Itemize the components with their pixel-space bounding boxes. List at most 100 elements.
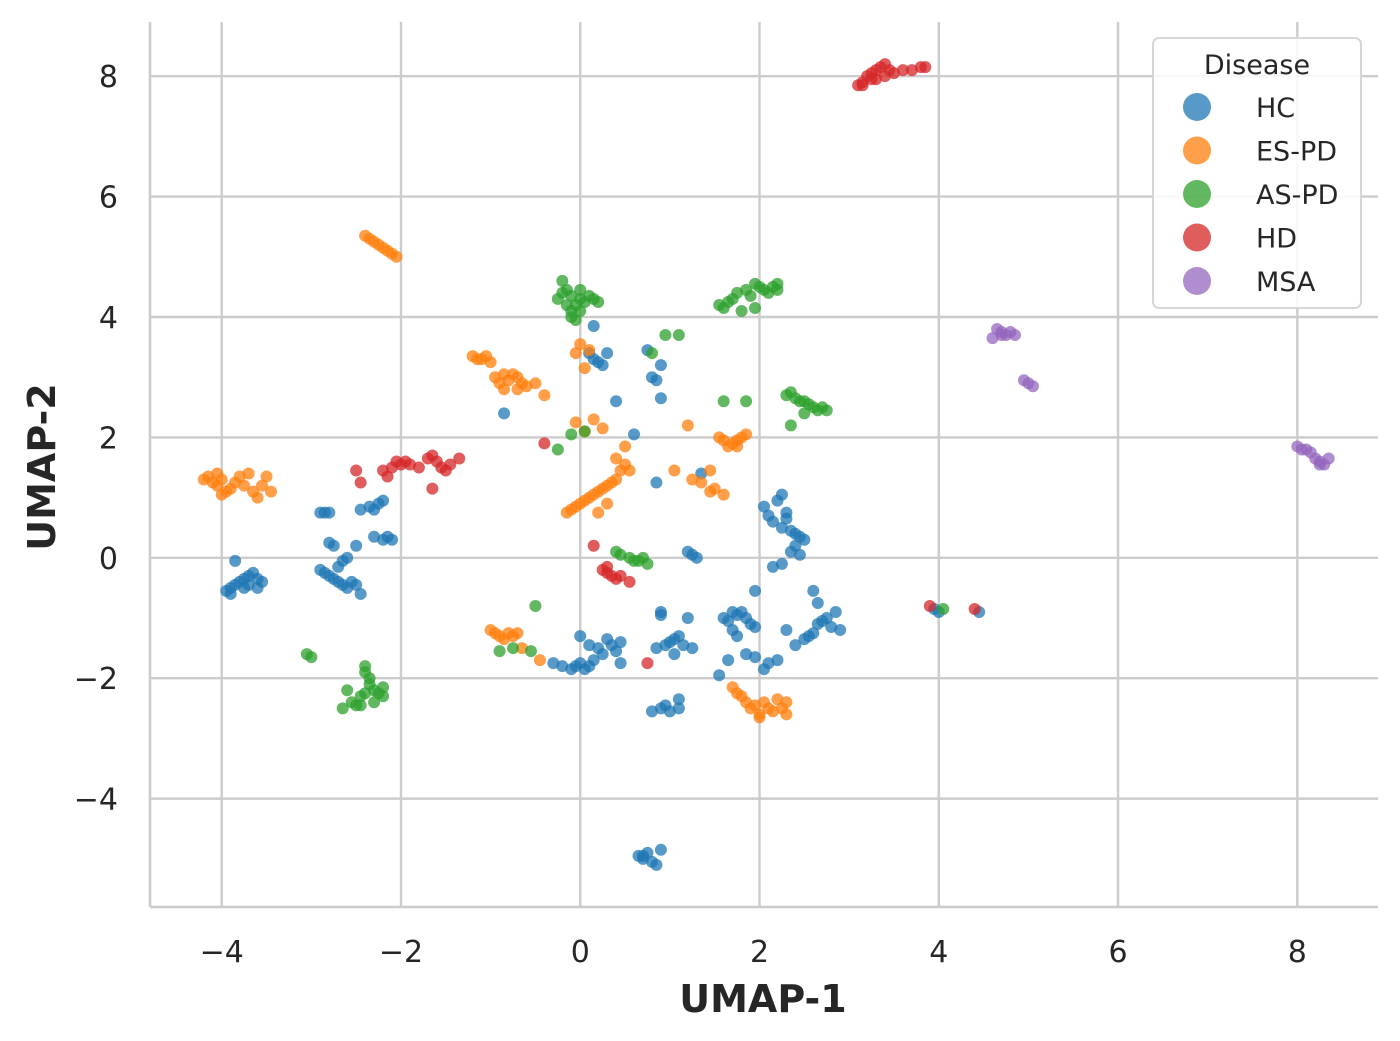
- legend-label-es-pd: ES-PD: [1256, 137, 1337, 168]
- point-as-pd: [359, 660, 372, 673]
- point-es-pd: [596, 422, 609, 435]
- point-hc: [610, 645, 623, 658]
- point-as-pd: [556, 274, 569, 287]
- point-es-pd: [740, 428, 753, 441]
- point-es-pd: [704, 464, 717, 477]
- legend-label-hd: HD: [1256, 224, 1297, 255]
- point-hc: [771, 654, 784, 667]
- point-as-pd: [507, 642, 520, 655]
- legend-marker-es-pd: [1183, 136, 1211, 165]
- point-es-pd: [498, 368, 511, 381]
- point-hc: [587, 320, 600, 333]
- series-as-pd: [300, 274, 950, 715]
- legend-item-as-pd: AS-PD: [1183, 180, 1338, 211]
- point-hc: [775, 488, 788, 501]
- point-as-pd: [368, 696, 381, 709]
- point-hc: [811, 596, 824, 609]
- point-es-pd: [511, 627, 524, 640]
- point-hc: [636, 849, 649, 862]
- point-hc: [332, 560, 345, 573]
- point-es-pd: [601, 497, 614, 510]
- legend-label-hc: HC: [1256, 93, 1295, 124]
- point-es-pd: [256, 479, 269, 492]
- point-as-pd: [377, 681, 390, 694]
- point-hd: [641, 657, 654, 670]
- point-as-pd: [354, 699, 367, 712]
- point-as-pd: [574, 304, 587, 317]
- point-as-pd: [645, 347, 658, 360]
- point-hd: [444, 458, 457, 471]
- point-hc: [354, 587, 367, 600]
- point-hc: [749, 651, 762, 664]
- point-hd: [879, 70, 892, 83]
- point-hc: [498, 407, 511, 420]
- point-es-pd: [610, 473, 623, 486]
- point-hd: [377, 464, 390, 477]
- point-hc: [628, 428, 641, 441]
- point-hc: [323, 506, 336, 519]
- point-hc: [686, 642, 699, 655]
- point-hc: [829, 606, 842, 618]
- point-es-pd: [511, 383, 524, 396]
- point-hc: [713, 669, 726, 682]
- point-as-pd: [771, 283, 784, 296]
- legend-title: Disease: [1204, 50, 1310, 81]
- point-hc: [758, 500, 770, 513]
- point-hc: [610, 395, 623, 408]
- point-as-pd: [377, 690, 390, 703]
- point-hc: [650, 476, 663, 489]
- point-as-pd: [659, 329, 672, 342]
- point-es-pd: [708, 482, 721, 495]
- point-es-pd: [484, 356, 497, 369]
- point-hd: [453, 452, 466, 465]
- point-hd: [587, 539, 600, 552]
- point-es-pd: [610, 452, 623, 465]
- x-tick-label: 6: [1109, 935, 1128, 970]
- x-tick-label: 4: [929, 935, 948, 970]
- point-hc: [672, 693, 685, 706]
- point-hd: [923, 599, 936, 612]
- point-hc: [350, 539, 363, 552]
- point-as-pd: [560, 298, 573, 311]
- point-hc: [780, 506, 793, 519]
- point-hc: [583, 639, 596, 652]
- point-es-pd: [619, 440, 632, 453]
- point-as-pd: [784, 419, 797, 432]
- point-es-pd: [529, 377, 542, 390]
- point-hc: [327, 539, 340, 552]
- point-msa: [1008, 329, 1021, 342]
- legend-item-hd: HD: [1183, 223, 1297, 255]
- series-hc: [220, 320, 986, 871]
- point-hc: [386, 533, 399, 546]
- point-hc: [681, 612, 694, 625]
- point-hd: [856, 79, 869, 92]
- point-hc: [807, 627, 820, 640]
- point-as-pd: [717, 395, 730, 408]
- point-as-pd: [632, 554, 645, 567]
- legend: Disease HC ES-PD AS-PD HD MSA: [1152, 37, 1362, 309]
- point-as-pd: [672, 329, 685, 342]
- point-hc: [780, 624, 793, 637]
- point-hc: [793, 548, 806, 561]
- point-hc: [789, 639, 802, 652]
- point-as-pd: [592, 295, 605, 308]
- point-as-pd: [305, 651, 318, 664]
- legend-items: HC ES-PD AS-PD HD MSA: [1183, 93, 1338, 298]
- legend-item-es-pd: ES-PD: [1183, 136, 1337, 168]
- point-as-pd: [820, 404, 833, 417]
- point-hc: [654, 843, 667, 856]
- point-hc: [350, 578, 363, 591]
- point-es-pd: [569, 416, 582, 429]
- point-hc: [807, 584, 820, 597]
- point-hd: [865, 73, 878, 86]
- point-hd: [968, 602, 981, 615]
- point-hd: [412, 461, 425, 474]
- point-hc: [601, 633, 614, 646]
- point-hc: [614, 636, 627, 649]
- point-es-pd: [242, 467, 255, 480]
- legend-item-msa: MSA: [1183, 267, 1316, 298]
- point-hc: [672, 630, 685, 643]
- point-hc: [596, 359, 609, 372]
